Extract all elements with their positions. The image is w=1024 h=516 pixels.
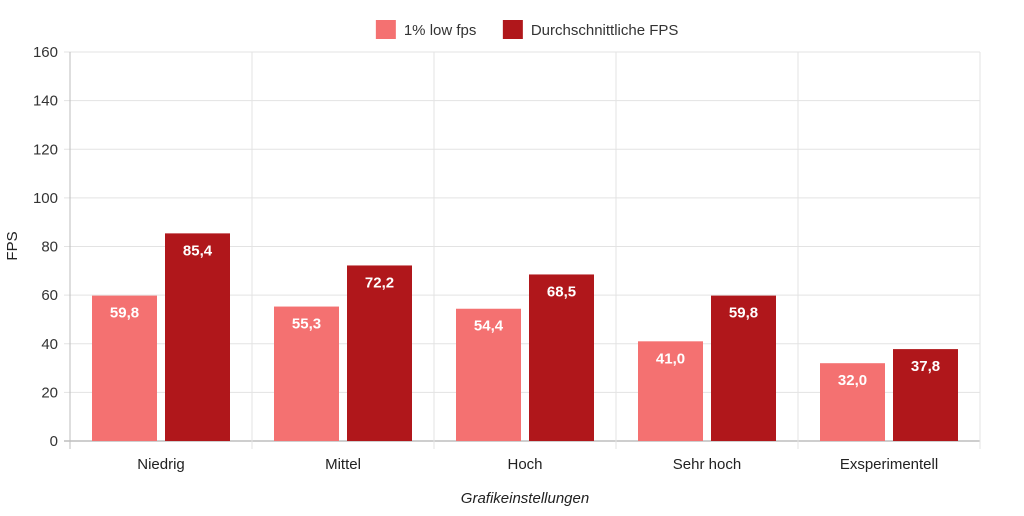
bars-layer: [92, 233, 958, 441]
legend-item[interactable]: 1% low fps: [375, 20, 477, 39]
bar[interactable]: [92, 295, 157, 441]
x-axis-title: Grafikeinstellungen: [461, 490, 589, 507]
legend-label: 1% low fps: [404, 22, 477, 39]
data-label: 41,0: [656, 350, 685, 367]
bar[interactable]: [165, 233, 230, 441]
bar[interactable]: [820, 363, 885, 441]
data-label: 37,8: [911, 358, 940, 375]
y-tick-label: 140: [33, 93, 58, 110]
y-tick-label: 120: [33, 141, 58, 158]
bar[interactable]: [529, 274, 594, 441]
data-label: 55,3: [292, 316, 321, 333]
bar[interactable]: [456, 308, 521, 441]
legend[interactable]: 1% low fps Durchschnittliche FPS: [375, 20, 679, 39]
legend-item[interactable]: Durchschnittliche FPS: [502, 20, 679, 39]
bar[interactable]: [347, 265, 412, 441]
x-tick-label: Mittel: [325, 456, 361, 473]
data-label: 85,4: [183, 242, 213, 259]
y-axis-title: FPS: [4, 231, 21, 260]
y-tick-label: 40: [41, 336, 58, 353]
labels-layer: 0 20 40 60 80 100 120 140 160 59,8 85,4 Niedrig 55,3…: [33, 44, 940, 473]
bar[interactable]: [711, 295, 776, 441]
y-tick-label: 80: [41, 239, 58, 256]
x-tick-label: Sehr hoch: [673, 456, 741, 473]
data-label: 32,0: [838, 372, 867, 389]
data-label: 59,8: [110, 305, 139, 322]
y-tick-label: 60: [41, 287, 58, 304]
x-tick-label: Exsperimentell: [840, 456, 938, 473]
legend-swatch: [502, 20, 523, 39]
data-label: 54,4: [474, 318, 504, 335]
x-tick-label: Niedrig: [137, 456, 185, 473]
y-tick-label: 160: [33, 44, 58, 61]
legend-swatch: [375, 20, 396, 39]
y-tick-label: 20: [41, 384, 58, 401]
y-tick-label: 100: [33, 190, 58, 207]
data-label: 68,5: [547, 283, 576, 300]
bar[interactable]: [638, 341, 703, 441]
bar[interactable]: [274, 306, 339, 441]
data-label: 59,8: [729, 305, 758, 322]
bar[interactable]: [893, 349, 958, 441]
y-tick-label: 0: [50, 433, 58, 450]
legend-label: Durchschnittliche FPS: [531, 22, 679, 39]
x-tick-label: Hoch: [507, 456, 542, 473]
data-label: 72,2: [365, 274, 394, 291]
